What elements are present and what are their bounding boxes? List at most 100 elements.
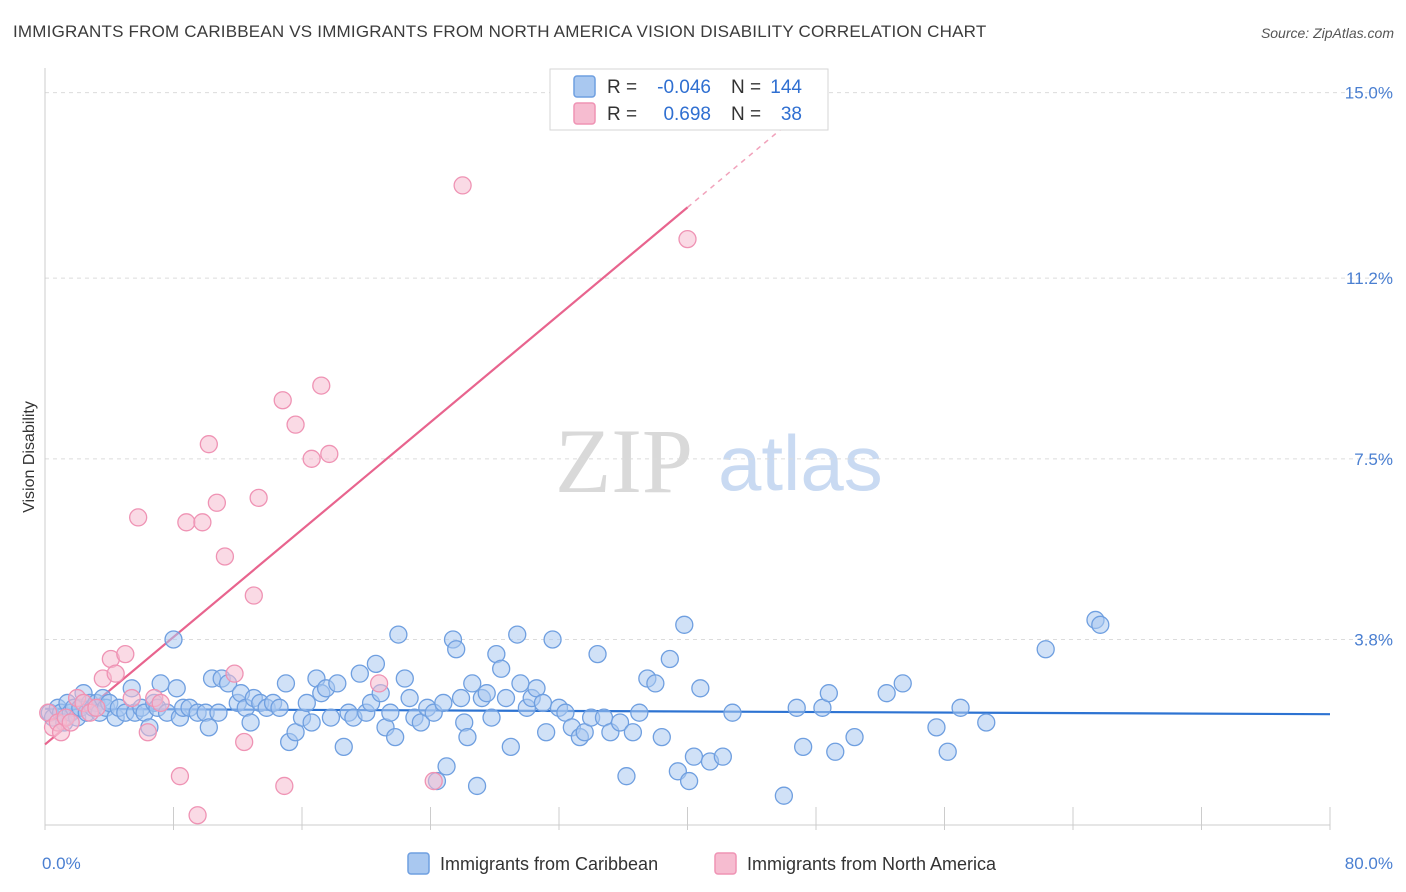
data-point-caribbean <box>675 615 694 634</box>
data-point-north-america <box>453 176 472 195</box>
data-point-caribbean <box>241 713 260 732</box>
data-point-caribbean <box>660 649 679 669</box>
data-point-caribbean <box>646 674 665 693</box>
legend-n-value-2: 38 <box>781 104 802 125</box>
data-point-caribbean <box>774 786 794 805</box>
watermark-zip: ZIP <box>555 410 693 512</box>
data-point-caribbean <box>630 703 649 722</box>
data-point-north-america <box>151 693 170 713</box>
data-point-north-america <box>188 806 207 825</box>
data-point-caribbean <box>458 727 477 747</box>
data-point-caribbean <box>467 776 487 796</box>
data-point-caribbean <box>381 703 400 722</box>
data-point-caribbean <box>977 713 996 732</box>
trend-line-north-america <box>44 206 689 746</box>
data-point-north-america <box>286 415 305 434</box>
bottom-legend-swatch-caribbean <box>407 852 430 875</box>
data-point-caribbean <box>543 630 562 649</box>
data-point-north-america <box>61 713 80 732</box>
data-point-caribbean <box>893 674 912 693</box>
y-tick-label: 3.8% <box>1354 630 1393 649</box>
data-point-caribbean <box>492 659 511 678</box>
bottom-legend-label-caribbean: Immigrants from Caribbean <box>440 854 658 874</box>
data-point-caribbean <box>508 625 527 644</box>
data-point-north-america <box>320 444 339 464</box>
data-point-north-america <box>678 229 697 249</box>
data-point-north-america <box>244 586 263 605</box>
data-point-caribbean <box>623 723 643 742</box>
data-point-north-america <box>170 767 190 786</box>
data-point-caribbean <box>691 679 710 698</box>
data-point-caribbean <box>787 698 806 717</box>
data-point-north-america <box>87 698 106 717</box>
bottom-legend: Immigrants from Caribbean Immigrants fro… <box>407 852 997 875</box>
data-point-north-america <box>215 547 235 566</box>
data-point-north-america <box>369 674 389 693</box>
trend-extension-north-america <box>687 126 785 208</box>
data-point-caribbean <box>334 737 353 757</box>
tick-labels: 3.8% 7.5% 11.2% 15.0% 0.0% 80.0% <box>42 84 1393 873</box>
watermark: ZIP atlas <box>555 410 883 512</box>
data-point-caribbean <box>328 674 347 693</box>
data-point-north-america <box>199 435 218 454</box>
gridlines <box>45 92 1392 640</box>
data-point-caribbean <box>482 708 501 727</box>
data-points <box>39 176 1110 825</box>
legend-n-value-1: 144 <box>770 77 802 98</box>
y-axis-label: Vision Disability <box>21 401 38 513</box>
data-point-caribbean <box>400 688 419 708</box>
data-point-caribbean <box>819 684 838 703</box>
data-point-caribbean <box>1036 640 1055 659</box>
y-tick-label: 15.0% <box>1345 84 1393 103</box>
data-point-north-america <box>249 488 268 508</box>
data-point-caribbean <box>366 654 386 674</box>
data-point-caribbean <box>447 640 466 659</box>
bottom-legend-label-north-america: Immigrants from North America <box>747 854 997 874</box>
data-point-caribbean <box>395 669 414 688</box>
data-point-caribbean <box>723 703 742 722</box>
data-point-caribbean <box>501 737 520 757</box>
data-point-north-america <box>177 513 196 532</box>
legend-swatch-caribbean <box>573 75 596 98</box>
data-point-caribbean <box>477 684 496 703</box>
data-point-caribbean <box>511 674 530 693</box>
data-point-caribbean <box>386 727 405 747</box>
data-point-caribbean <box>297 693 316 713</box>
data-point-caribbean <box>463 674 482 693</box>
data-point-caribbean <box>270 698 289 717</box>
legend-n-label-1: N = <box>731 77 761 98</box>
data-point-north-america <box>106 664 125 683</box>
legend-box: R = -0.046 N = 144 R = 0.698 N = 38 <box>549 68 829 131</box>
bottom-legend-swatch-north-america <box>714 852 737 875</box>
data-point-caribbean <box>199 718 218 737</box>
data-point-caribbean <box>389 625 408 644</box>
chart-title: IMMIGRANTS FROM CARIBBEAN VS IMMIGRANTS … <box>13 22 987 41</box>
x-tick-label: 0.0% <box>42 854 81 873</box>
data-point-caribbean <box>1091 615 1110 634</box>
data-point-caribbean <box>845 727 864 747</box>
legend-swatch-north-america <box>573 102 596 125</box>
data-point-caribbean <box>496 688 516 708</box>
data-point-caribbean <box>679 771 699 791</box>
data-point-caribbean <box>209 703 228 722</box>
data-point-caribbean <box>167 679 186 698</box>
data-point-north-america <box>207 493 227 512</box>
data-point-caribbean <box>321 708 341 727</box>
data-point-caribbean <box>652 727 671 747</box>
data-point-caribbean <box>588 644 607 664</box>
data-point-caribbean <box>617 767 636 786</box>
data-point-north-america <box>275 776 294 796</box>
data-point-caribbean <box>684 747 704 766</box>
data-point-north-america <box>122 688 141 708</box>
source-label: Source: ZipAtlas.com <box>1260 25 1394 41</box>
data-point-caribbean <box>302 713 321 732</box>
data-point-caribbean <box>610 713 630 732</box>
legend-n-label-2: N = <box>731 104 761 125</box>
legend-r-label-1: R = <box>607 77 637 98</box>
data-point-north-america <box>312 376 331 395</box>
data-point-north-america <box>424 771 443 791</box>
data-point-caribbean <box>951 698 970 717</box>
data-point-north-america <box>193 513 212 532</box>
data-point-caribbean <box>877 684 896 703</box>
